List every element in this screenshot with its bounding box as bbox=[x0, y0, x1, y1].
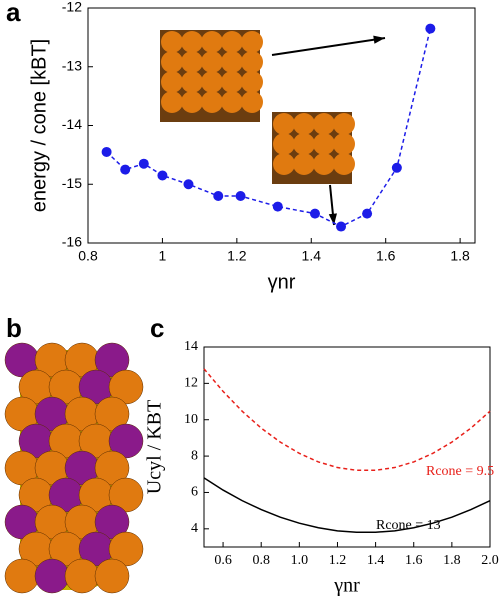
arrow-head bbox=[373, 35, 385, 44]
sphere bbox=[181, 91, 203, 113]
sphere bbox=[64, 558, 100, 594]
y-tick-label: -16 bbox=[62, 234, 82, 250]
data-point bbox=[391, 162, 402, 173]
sphere bbox=[161, 71, 183, 93]
x-tick-label: 1.4 bbox=[367, 553, 385, 568]
sphere bbox=[34, 558, 70, 594]
data-point bbox=[157, 170, 168, 181]
sphere bbox=[161, 51, 183, 73]
arrow-head bbox=[328, 213, 337, 225]
annotation: Rcone = 9.5 bbox=[426, 464, 494, 479]
sphere bbox=[221, 31, 243, 53]
y-axis-label: Ucyl / KBT bbox=[144, 400, 166, 494]
sphere bbox=[181, 51, 203, 73]
y-tick-label: -12 bbox=[62, 0, 82, 15]
sphere bbox=[241, 31, 263, 53]
sphere bbox=[241, 51, 263, 73]
data-line bbox=[203, 477, 491, 534]
data-line bbox=[106, 28, 432, 228]
axes-frame bbox=[203, 346, 491, 548]
data-point bbox=[183, 179, 194, 190]
x-axis-label: γnr bbox=[268, 271, 296, 293]
data-point bbox=[425, 23, 436, 34]
sphere bbox=[161, 91, 183, 113]
y-tick-label: 4 bbox=[191, 521, 198, 536]
x-tick-label: 1.8 bbox=[450, 248, 470, 264]
x-tick-label: 2.0 bbox=[481, 553, 499, 568]
x-tick-label: 1.6 bbox=[405, 553, 423, 568]
x-tick-label: 1 bbox=[159, 248, 167, 264]
data-point bbox=[235, 191, 246, 201]
x-tick-label: 0.8 bbox=[78, 248, 98, 264]
sphere bbox=[161, 31, 183, 53]
data-point bbox=[336, 221, 347, 232]
y-tick-label: -13 bbox=[62, 57, 82, 73]
sphere bbox=[201, 71, 223, 93]
x-tick-label: 1.0 bbox=[291, 553, 309, 568]
data-point bbox=[362, 208, 373, 219]
data-point bbox=[120, 164, 131, 175]
sphere bbox=[313, 133, 335, 155]
sphere bbox=[333, 113, 355, 135]
y-tick-label: 8 bbox=[191, 448, 198, 463]
insets bbox=[160, 30, 386, 226]
data-point bbox=[272, 201, 283, 212]
sphere bbox=[201, 31, 223, 53]
data-line bbox=[203, 368, 491, 472]
data-point bbox=[213, 191, 224, 201]
sphere bbox=[313, 113, 335, 135]
sphere bbox=[333, 133, 355, 155]
x-tick-label: 1.2 bbox=[329, 553, 347, 568]
x-tick-label: 1.2 bbox=[227, 248, 247, 264]
sphere bbox=[201, 91, 223, 113]
sphere bbox=[241, 71, 263, 93]
x-tick-label: 0.8 bbox=[252, 553, 270, 568]
data-point bbox=[101, 146, 112, 157]
sphere bbox=[273, 153, 295, 175]
x-tick-label: 1.4 bbox=[302, 248, 322, 264]
y-tick-label: 12 bbox=[184, 376, 198, 391]
cylinder-image bbox=[4, 342, 144, 594]
sphere bbox=[221, 91, 243, 113]
sphere bbox=[201, 51, 223, 73]
x-tick-label: 1.8 bbox=[443, 553, 461, 568]
sphere bbox=[181, 31, 203, 53]
sphere bbox=[4, 558, 40, 594]
y-tick-label: 14 bbox=[184, 339, 198, 354]
y-axis-label: energy / cone [kBT] bbox=[28, 39, 50, 212]
panel-label: a bbox=[6, 0, 21, 27]
x-tick-label: 0.6 bbox=[214, 553, 232, 568]
sphere bbox=[181, 71, 203, 93]
sphere bbox=[293, 133, 315, 155]
sphere bbox=[333, 153, 355, 175]
data-point bbox=[309, 208, 320, 219]
sphere bbox=[221, 51, 243, 73]
sphere bbox=[273, 133, 295, 155]
y-tick-label: 6 bbox=[191, 485, 198, 500]
y-tick-label: 10 bbox=[184, 412, 198, 427]
sphere bbox=[293, 113, 315, 135]
sphere bbox=[273, 113, 295, 135]
arrow bbox=[271, 37, 386, 56]
data-point bbox=[138, 158, 149, 169]
sphere bbox=[293, 153, 315, 175]
sphere bbox=[94, 558, 130, 594]
panel-label: c bbox=[150, 313, 164, 343]
panel-label: b bbox=[6, 313, 22, 343]
sphere bbox=[313, 153, 335, 175]
sphere bbox=[221, 71, 243, 93]
x-axis-label: γnr bbox=[333, 575, 360, 597]
y-tick-label: -15 bbox=[62, 175, 82, 191]
sphere bbox=[241, 91, 263, 113]
y-tick-label: -14 bbox=[62, 116, 82, 132]
x-tick-label: 1.6 bbox=[376, 248, 396, 264]
annotation: Rcone = 13 bbox=[376, 518, 441, 533]
